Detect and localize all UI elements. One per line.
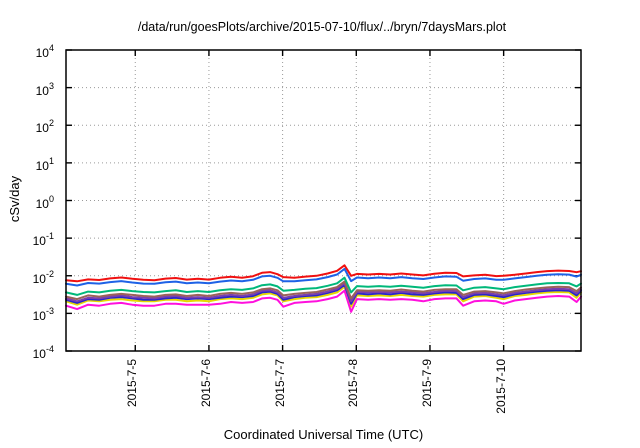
- yellow-line: [65, 285, 582, 308]
- y-tick-label: 104: [35, 43, 54, 60]
- x-tick-label: 2015-7-10: [493, 359, 508, 414]
- x-tick-label: 2015-7-5: [125, 359, 140, 408]
- x-tick-label: 2015-7-9: [419, 359, 434, 408]
- magenta-line: [65, 289, 582, 313]
- y-tick-label: 102: [35, 118, 54, 136]
- y-tick-label: 10-3: [32, 306, 54, 324]
- y-tick-label: 100: [35, 193, 54, 211]
- x-tick-label: 2015-7-7: [272, 359, 287, 408]
- y-tick-label: 10-1: [32, 231, 54, 249]
- x-tick-label: 2015-7-8: [346, 359, 361, 408]
- x-tick-label: 2015-7-6: [198, 359, 213, 408]
- x-axis-title: Coordinated Universal Time (UTC): [223, 427, 424, 442]
- navy-line: [65, 283, 582, 305]
- blue-line: [65, 267, 582, 287]
- y-tick-label: 10-2: [32, 268, 54, 286]
- y-tick-label: 10-4: [32, 344, 54, 361]
- brown-line: [65, 280, 582, 301]
- y-tick-label: 103: [35, 80, 54, 98]
- y-tick-label: 101: [35, 155, 54, 173]
- red-line: [65, 264, 582, 283]
- purple-line: [65, 282, 582, 303]
- plot-frame: [65, 49, 582, 352]
- chart-title: /data/run/goesPlots/archive/2015-07-10/f…: [137, 20, 507, 34]
- green-line: [65, 276, 582, 296]
